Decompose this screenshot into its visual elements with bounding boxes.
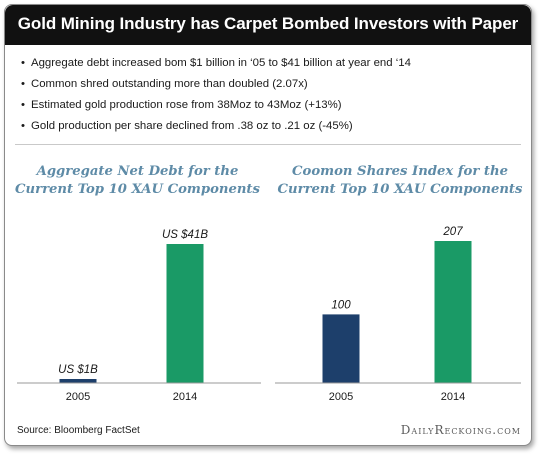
shares-chart-title: Coomon Shares Index for the Current Top … (277, 164, 523, 197)
bullet-item: • Gold production per share declined from… (21, 116, 521, 137)
bullet-text: Aggregate debt increased bom $1 billion … (31, 57, 411, 69)
shares-data-label: 100 (331, 299, 351, 311)
bullet-text: Gold production per share declined from … (31, 120, 353, 132)
debt-data-label: US $41B (162, 229, 208, 241)
bullet-marker: • (21, 99, 25, 111)
bullet-text: Estimated gold production rose from 38Mo… (31, 99, 342, 111)
shares-bar-2014 (434, 241, 472, 383)
shares-tick-label: 2014 (441, 391, 465, 403)
debt-bar-2005 (59, 379, 97, 383)
section-divider (15, 144, 521, 145)
shares-bar-chart: 100 2005 207 2014 (275, 226, 521, 403)
debt-tick-label: 2014 (173, 391, 197, 403)
bullet-marker: • (21, 57, 25, 69)
brand-logo: DailyReckoing.com (400, 423, 521, 437)
debt-chart-title: Aggregate Net Debt for the Current Top 1… (15, 164, 260, 197)
debt-data-label: US $1B (58, 364, 98, 376)
bullet-marker: • (21, 120, 25, 132)
debt-bar-2014 (166, 244, 204, 383)
bullet-item: • Common shred outstanding more than doub… (21, 74, 521, 95)
bullet-item: • Estimated gold production rose from 38M… (21, 95, 521, 116)
shares-tick-label: 2005 (329, 391, 353, 403)
banner-title: Gold Mining Industry has Carpet Bombed I… (17, 14, 519, 33)
title-banner: Gold Mining Industry has Carpet Bombed I… (5, 5, 531, 45)
bullet-list: • Aggregate debt increased bom $1 billion… (21, 53, 521, 137)
source-note: Source: Bloomberg FactSet (17, 425, 140, 436)
bullet-marker: • (21, 78, 25, 90)
shares-bar-2005 (322, 314, 360, 383)
debt-bar-chart: US $1B 2005 US $41B 2014 (17, 229, 261, 403)
shares-data-label: 207 (442, 226, 463, 238)
bullet-text: Common shred outstanding more than doubl… (31, 78, 308, 90)
infographic-card: Gold Mining Industry has Carpet Bombed I… (4, 4, 532, 446)
debt-tick-label: 2005 (66, 391, 90, 403)
bullet-item: • Aggregate debt increased bom $1 billion… (21, 53, 521, 74)
